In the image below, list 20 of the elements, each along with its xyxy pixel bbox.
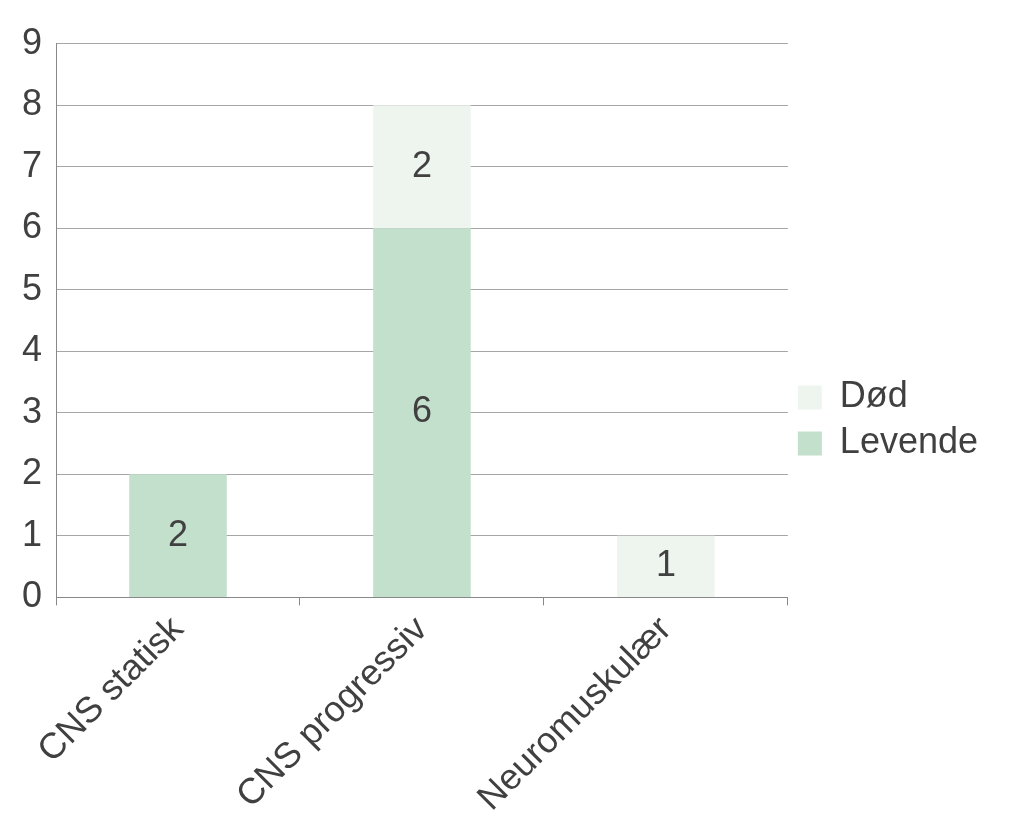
data-label: 1 [655,543,676,585]
bar [373,228,471,597]
data-label: 2 [411,143,432,185]
y-tick-label: 7 [21,143,43,185]
legend-label: Død [839,374,908,416]
y-tick-label: 3 [21,389,43,431]
bar [373,105,471,229]
legend-label: Levende [839,420,979,462]
y-tick-label: 8 [21,82,43,124]
y-tick-label: 9 [21,20,43,62]
data-label: 6 [411,389,432,431]
bar [617,535,715,597]
y-tick-label: 4 [21,328,43,370]
bar [129,474,227,597]
y-tick-label: 2 [21,451,43,493]
y-tick-label: 1 [21,512,43,554]
y-tick-label: 0 [21,574,43,616]
y-tick-label: 6 [21,205,43,247]
data-label: 2 [167,512,189,554]
y-tick-label: 5 [21,266,43,308]
